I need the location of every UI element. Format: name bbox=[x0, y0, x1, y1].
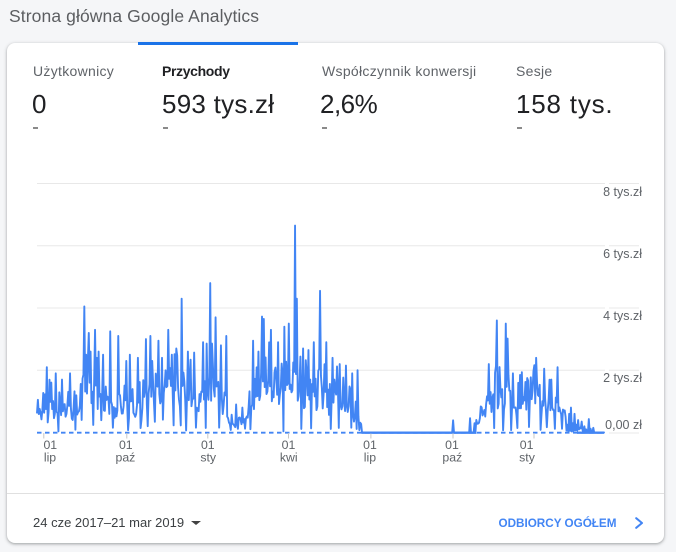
svg-text:01: 01 bbox=[520, 438, 534, 452]
svg-text:2 tys.zł: 2 tys.zł bbox=[603, 371, 642, 385]
svg-text:01: 01 bbox=[43, 438, 57, 452]
svg-text:paź: paź bbox=[115, 451, 135, 465]
svg-text:0,00 zł: 0,00 zł bbox=[605, 418, 642, 432]
svg-text:01: 01 bbox=[119, 438, 133, 452]
svg-text:paź: paź bbox=[442, 451, 462, 465]
svg-text:lip: lip bbox=[364, 451, 376, 465]
svg-text:01: 01 bbox=[445, 438, 459, 452]
svg-text:6 tys.zł: 6 tys.zł bbox=[603, 247, 642, 261]
svg-text:kwi: kwi bbox=[280, 451, 298, 465]
svg-text:lip: lip bbox=[44, 451, 56, 465]
svg-text:01: 01 bbox=[201, 438, 215, 452]
svg-text:sty: sty bbox=[200, 451, 217, 465]
svg-text:4 tys.zł: 4 tys.zł bbox=[603, 309, 642, 323]
svg-text:sty: sty bbox=[519, 451, 536, 465]
svg-text:8 tys.zł: 8 tys.zł bbox=[603, 185, 642, 199]
svg-text:01: 01 bbox=[282, 438, 296, 452]
svg-text:01: 01 bbox=[363, 438, 377, 452]
